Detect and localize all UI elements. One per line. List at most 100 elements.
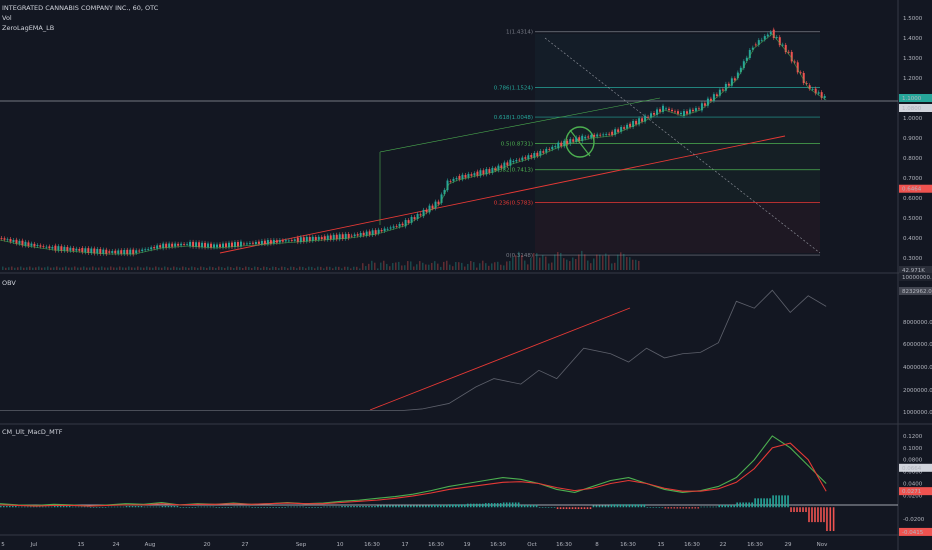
price-series: [0, 27, 827, 257]
price-candle: [802, 72, 805, 84]
macd-hist-bar: [254, 507, 257, 508]
price-badge-red-bg: [899, 184, 932, 193]
macd-hist-bar: [730, 504, 732, 508]
macd-hist-bar: [71, 506, 74, 508]
time-tick-label: 22: [720, 542, 727, 548]
price-candle: [210, 243, 213, 248]
price-candle: [431, 205, 434, 209]
volume-bar: [512, 257, 514, 270]
macd-hist-bar: [454, 504, 457, 508]
volume-bar: [557, 252, 559, 270]
time-tick-label: 24: [113, 542, 120, 548]
macd-hist-bar: [236, 506, 239, 508]
price-candle: [302, 237, 305, 242]
obv-series: [0, 289, 827, 411]
macd-hist-bar: [553, 507, 556, 508]
price-candle: [278, 240, 281, 243]
macd-hist-bar: [365, 506, 367, 508]
macd-hist-bar: [263, 507, 266, 508]
volume-bar: [536, 253, 538, 270]
price-candle: [293, 239, 296, 241]
volume-bar: [404, 265, 406, 270]
price-candle: [84, 248, 87, 253]
price-tick-label: 0.4000: [903, 236, 923, 242]
volume-bar: [590, 263, 592, 270]
volume-bar: [245, 266, 247, 270]
fib-level-label: 0.786(1.1524): [494, 86, 533, 92]
volume-bar: [425, 264, 427, 270]
volume-bar: [86, 267, 88, 270]
volume-bar: [434, 261, 436, 270]
price-candle: [775, 37, 778, 38]
price-candle: [236, 242, 239, 247]
volume-bar: [296, 268, 298, 270]
volume-bar: [26, 267, 28, 270]
volume-bar: [341, 268, 343, 270]
price-candle: [21, 240, 24, 246]
volume-bar: [53, 267, 55, 270]
volume-bar: [230, 267, 232, 270]
volume-bar: [398, 261, 400, 270]
macd-hist-bar: [820, 507, 822, 523]
price-candle: [0, 238, 3, 239]
price-candle: [174, 243, 177, 247]
price-candle: [548, 149, 551, 150]
price-candle: [461, 174, 464, 180]
volume-bar: [176, 267, 178, 270]
price-tick-label: 0.5000: [903, 216, 923, 222]
macd-hist-bar: [212, 506, 215, 508]
macd-hist-bar: [496, 503, 499, 508]
macd-hist-bar: [368, 506, 370, 508]
price-candle: [371, 230, 374, 236]
volume-bar: [443, 261, 445, 270]
price-candle: [485, 168, 488, 175]
price-candle: [269, 240, 272, 244]
volume-bar: [206, 267, 208, 270]
volume-bar: [263, 266, 265, 270]
macd-hist-bar: [311, 507, 313, 508]
volume-bar: [542, 254, 544, 270]
volume-bar: [293, 266, 295, 270]
volume-bar: [389, 266, 391, 270]
price-candle: [820, 92, 823, 98]
price-candle: [458, 175, 461, 180]
price-candle: [245, 243, 248, 245]
price-candle: [242, 243, 245, 245]
macd-hist-bar: [817, 507, 819, 523]
macd-hist-bar: [230, 507, 233, 508]
price-candle: [581, 135, 584, 141]
macd-hist-bar: [338, 506, 340, 508]
macd-hist-bar: [182, 507, 185, 508]
volume-badge: 42.971K: [902, 268, 925, 274]
volume-bar: [329, 266, 331, 270]
price-candle: [332, 234, 335, 240]
fib-level-label: 0.236(0.5783): [494, 200, 533, 206]
macd-tick-label: 0.0800: [903, 458, 923, 464]
fib-retracement[interactable]: 1(1.4314) 0.786(1.1524) 0.618(1.0048) 0.5(0…: [494, 30, 820, 259]
macd-hist-bar: [616, 504, 619, 508]
macd-hist-bar: [721, 504, 723, 508]
macd-hist-bar: [658, 507, 661, 508]
macd-hist-bar: [625, 504, 628, 508]
price-candle: [233, 242, 236, 248]
price-candle: [356, 234, 359, 236]
macd-hist-bar: [239, 506, 242, 508]
macd-hist-bar: [218, 507, 221, 508]
volume-bar: [563, 258, 565, 270]
macd-hist-bar: [718, 504, 720, 508]
macd-hist-bar: [688, 507, 691, 509]
macd-hist-bar: [598, 505, 601, 508]
macd-hist-bar: [323, 506, 325, 508]
price-candle: [353, 234, 356, 237]
price-candle: [778, 37, 781, 46]
macd-hist-bar: [350, 506, 352, 508]
obv-tick-label: 4000000.0000: [903, 365, 932, 371]
price-candle: [464, 174, 467, 178]
price-candle: [323, 236, 326, 240]
macd-hist-bar: [736, 502, 738, 508]
macd-hist-bar: [481, 503, 484, 508]
macd-tick-label: 0.1000: [903, 446, 923, 452]
macd-hist-bar: [631, 504, 634, 508]
